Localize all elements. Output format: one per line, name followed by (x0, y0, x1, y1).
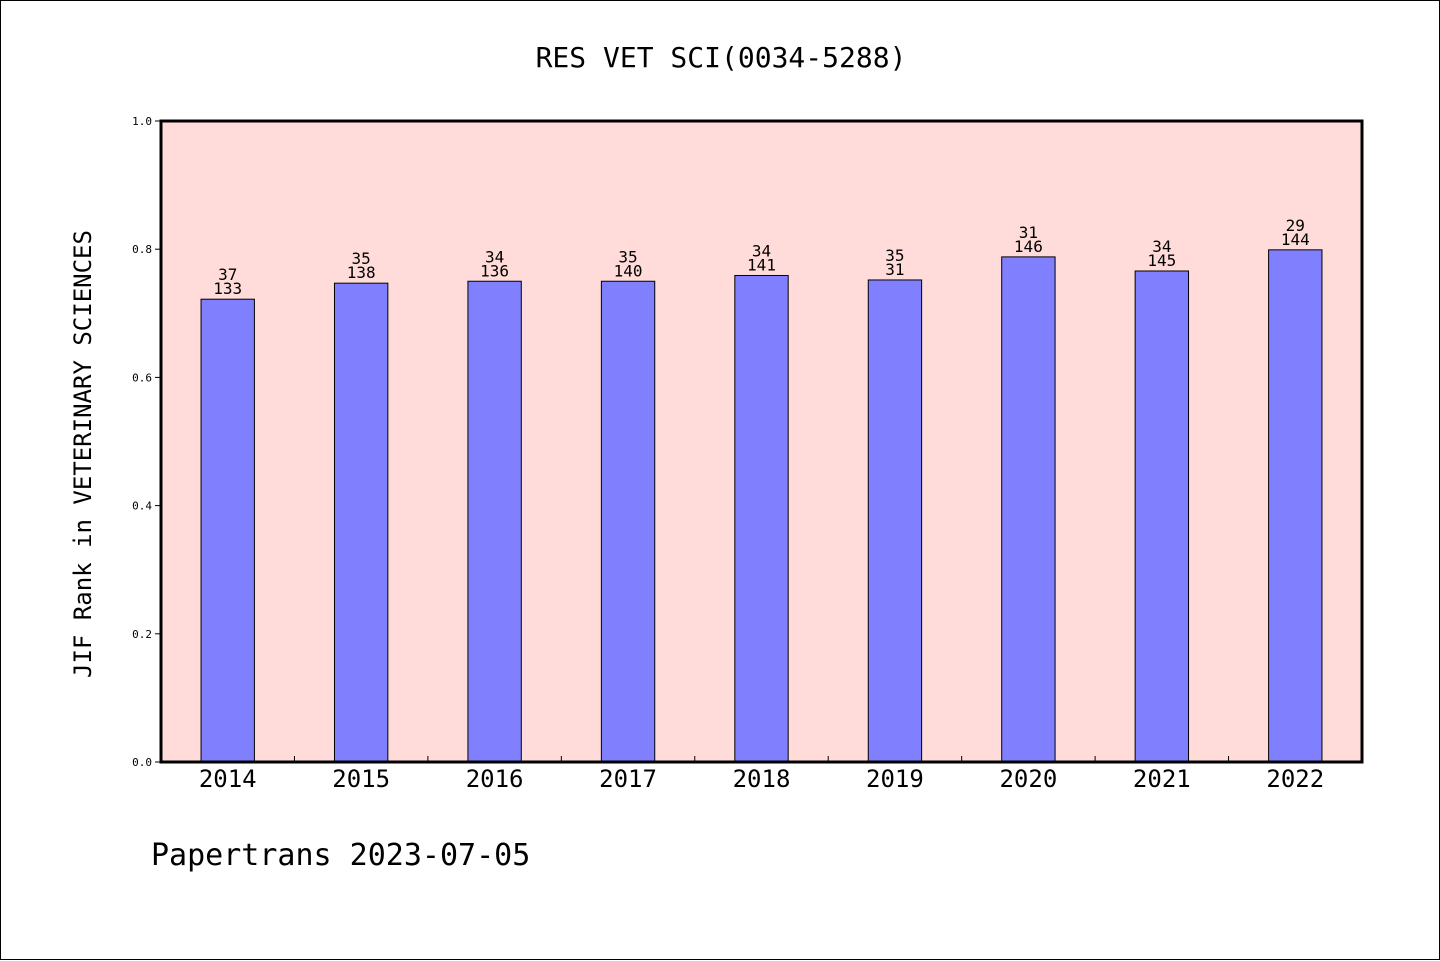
x-axis-ticks: 2014 2015 2016 2017 2018 2019 2020 2021 2022 (199, 756, 1324, 793)
y-axis-ticks: 0.0 0.2 0.4 0.6 0.8 1.0 (132, 115, 161, 769)
bar-label-top: 35 (618, 247, 637, 266)
x-tick-label: 2022 (1266, 765, 1324, 793)
x-tick-label: 2019 (866, 765, 924, 793)
chart-title: RES VET SCI(0034-5288) (536, 41, 907, 74)
y-tick-label: 1.0 (132, 115, 152, 128)
bar-label-top: 34 (752, 241, 771, 260)
bar-2021 (1134, 270, 1190, 763)
bar-2019 (867, 279, 923, 763)
x-tick-label: 2017 (599, 765, 657, 793)
x-tick-label: 2020 (999, 765, 1057, 793)
bar-label-top: 34 (485, 247, 504, 266)
y-axis-label: JIF Rank in VETERINARY SCIENCES (69, 230, 97, 678)
y-tick-label: 0.2 (132, 628, 152, 641)
bar-2014 (200, 298, 255, 763)
bar-label-top: 35 (885, 246, 904, 265)
bar-label-bottom: 145 (1147, 251, 1176, 270)
bar-label-bottom: 138 (347, 263, 376, 282)
bar-label-bottom: 31 (885, 260, 904, 279)
footer-text: Papertrans 2023-07-05 (151, 838, 530, 873)
x-tick-label: 2015 (332, 765, 390, 793)
bar-label-top: 31 (1019, 223, 1038, 242)
bar-2016 (467, 280, 522, 763)
bar-label-bottom: 146 (1014, 237, 1043, 256)
bar-label-top: 35 (352, 249, 371, 268)
x-tick-label: 2014 (199, 765, 257, 793)
bar-2015 (333, 282, 389, 763)
bar-label-bottom: 140 (614, 261, 643, 280)
bar-label-bottom: 144 (1281, 230, 1310, 249)
bar-label-bottom: 136 (480, 261, 509, 280)
plot-border (159, 119, 1364, 764)
y-tick-label: 0.0 (132, 756, 152, 769)
bar-2020 (1001, 256, 1056, 763)
bar-2022 (1268, 249, 1323, 763)
y-tick-label: 0.6 (132, 371, 152, 384)
bar-label-top: 37 (218, 265, 237, 284)
x-tick-label: 2021 (1133, 765, 1191, 793)
bar-label-top: 34 (1152, 237, 1171, 256)
x-tick-label: 2018 (733, 765, 791, 793)
bar-label-top: 29 (1286, 216, 1305, 235)
bar-label-bottom: 133 (213, 279, 242, 298)
bar-label-bottom: 141 (747, 255, 776, 274)
bar-2017 (600, 280, 656, 763)
y-tick-label: 0.8 (132, 243, 152, 256)
y-tick-label: 0.4 (132, 500, 152, 513)
bar-2018 (734, 274, 789, 763)
x-tick-label: 2016 (466, 765, 524, 793)
